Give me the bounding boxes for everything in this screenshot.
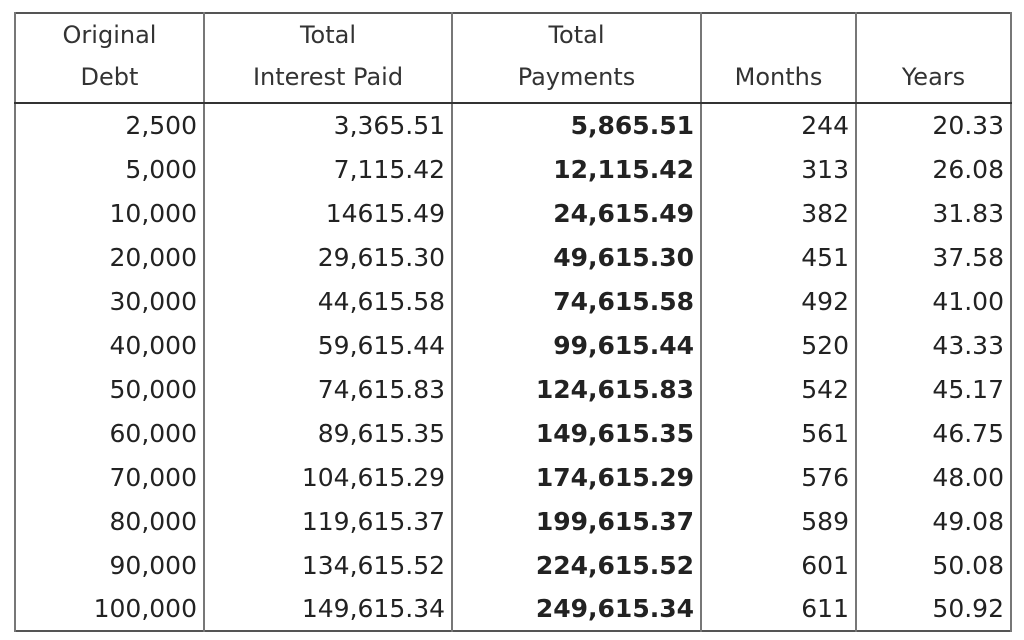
column-header: Years [855, 13, 1012, 104]
table-cell: 451 [700, 235, 857, 279]
table-row: 10,000 14615.49 24,615.49 382 31.83 [14, 191, 1012, 235]
table-cell: 100,000 [14, 587, 205, 631]
table-row: 2,500 3,365.51 5,865.51 244 20.33 [14, 103, 1012, 147]
table-cell: 2,500 [14, 103, 205, 147]
column-header: Months [700, 13, 857, 104]
table-cell: 313 [700, 147, 857, 191]
header-row: Original Debt Total Interest Paid Total Payme… [14, 13, 1012, 104]
table-cell: 49.08 [855, 499, 1012, 543]
table-cell: 119,615.37 [203, 499, 453, 543]
table-cell: 244 [700, 103, 857, 147]
table-cell: 124,615.83 [451, 367, 702, 411]
table-cell: 174,615.29 [451, 455, 702, 499]
table-cell: 37.58 [855, 235, 1012, 279]
table-cell: 20,000 [14, 235, 205, 279]
table-cell: 40,000 [14, 323, 205, 367]
header-line: Original [62, 21, 157, 49]
table-row: 20,000 29,615.30 49,615.30 451 37.58 [14, 235, 1012, 279]
header-line: Months [734, 63, 823, 91]
table-cell: 492 [700, 279, 857, 323]
table-cell: 46.75 [855, 411, 1012, 455]
column-header: Original Debt [14, 13, 205, 104]
column-header: Total Interest Paid [203, 13, 453, 104]
table-cell: 24,615.49 [451, 191, 702, 235]
debt-table: Original Debt Total Interest Paid Total Payme… [14, 12, 1012, 632]
table-cell: 29,615.30 [203, 235, 453, 279]
table-cell: 74,615.58 [451, 279, 702, 323]
table-cell: 520 [700, 323, 857, 367]
header-line: Debt [80, 63, 139, 91]
table-row: 40,000 59,615.44 99,615.44 520 43.33 [14, 323, 1012, 367]
table-row: 30,000 44,615.58 74,615.58 492 41.00 [14, 279, 1012, 323]
table-cell: 382 [700, 191, 857, 235]
table-cell: 74,615.83 [203, 367, 453, 411]
table-cell: 576 [700, 455, 857, 499]
table-cell: 90,000 [14, 543, 205, 587]
table-cell: 149,615.34 [203, 587, 453, 631]
table-cell: 30,000 [14, 279, 205, 323]
table-head: Original Debt Total Interest Paid Total Payme… [14, 13, 1012, 104]
table-row: 60,000 89,615.35 149,615.35 561 46.75 [14, 411, 1012, 455]
table-body: 2,500 3,365.51 5,865.51 244 20.33 5,000 7,115.… [14, 103, 1012, 631]
table-row: 80,000 119,615.37 199,615.37 589 49.08 [14, 499, 1012, 543]
table-cell: 20.33 [855, 103, 1012, 147]
table-cell: 49,615.30 [451, 235, 702, 279]
table-cell: 5,000 [14, 147, 205, 191]
table-cell: 99,615.44 [451, 323, 702, 367]
table-cell: 70,000 [14, 455, 205, 499]
table-cell: 31.83 [855, 191, 1012, 235]
table-cell: 80,000 [14, 499, 205, 543]
table-cell: 14615.49 [203, 191, 453, 235]
header-line: Total [299, 21, 357, 49]
header-line: Interest Paid [252, 63, 404, 91]
table-cell: 89,615.35 [203, 411, 453, 455]
table-cell: 60,000 [14, 411, 205, 455]
table-cell: 43.33 [855, 323, 1012, 367]
table-cell: 44,615.58 [203, 279, 453, 323]
table-row: 90,000 134,615.52 224,615.52 601 50.08 [14, 543, 1012, 587]
table-cell: 45.17 [855, 367, 1012, 411]
table-cell: 104,615.29 [203, 455, 453, 499]
table-cell: 224,615.52 [451, 543, 702, 587]
table-cell: 12,115.42 [451, 147, 702, 191]
table-cell: 26.08 [855, 147, 1012, 191]
table-cell: 50,000 [14, 367, 205, 411]
table-cell: 59,615.44 [203, 323, 453, 367]
table-row: 5,000 7,115.42 12,115.42 313 26.08 [14, 147, 1012, 191]
column-header: Total Payments [451, 13, 702, 104]
table-row: 70,000 104,615.29 174,615.29 576 48.00 [14, 455, 1012, 499]
table-cell: 3,365.51 [203, 103, 453, 147]
table-cell: 589 [700, 499, 857, 543]
table-cell: 10,000 [14, 191, 205, 235]
header-line: Payments [517, 63, 636, 91]
table-cell: 542 [700, 367, 857, 411]
table-cell: 48.00 [855, 455, 1012, 499]
table-cell: 5,865.51 [451, 103, 702, 147]
table-row: 100,000 149,615.34 249,615.34 611 50.92 [14, 587, 1012, 631]
table-cell: 134,615.52 [203, 543, 453, 587]
table-cell: 199,615.37 [451, 499, 702, 543]
table-cell: 7,115.42 [203, 147, 453, 191]
header-line: Total [548, 21, 605, 49]
table-row: 50,000 74,615.83 124,615.83 542 45.17 [14, 367, 1012, 411]
header-line: Years [901, 63, 966, 91]
table-cell: 50.92 [855, 587, 1012, 631]
table-cell: 41.00 [855, 279, 1012, 323]
table-cell: 149,615.35 [451, 411, 702, 455]
table-cell: 50.08 [855, 543, 1012, 587]
table-cell: 601 [700, 543, 857, 587]
table-cell: 249,615.34 [451, 587, 702, 631]
table-cell: 561 [700, 411, 857, 455]
table-cell: 611 [700, 587, 857, 631]
